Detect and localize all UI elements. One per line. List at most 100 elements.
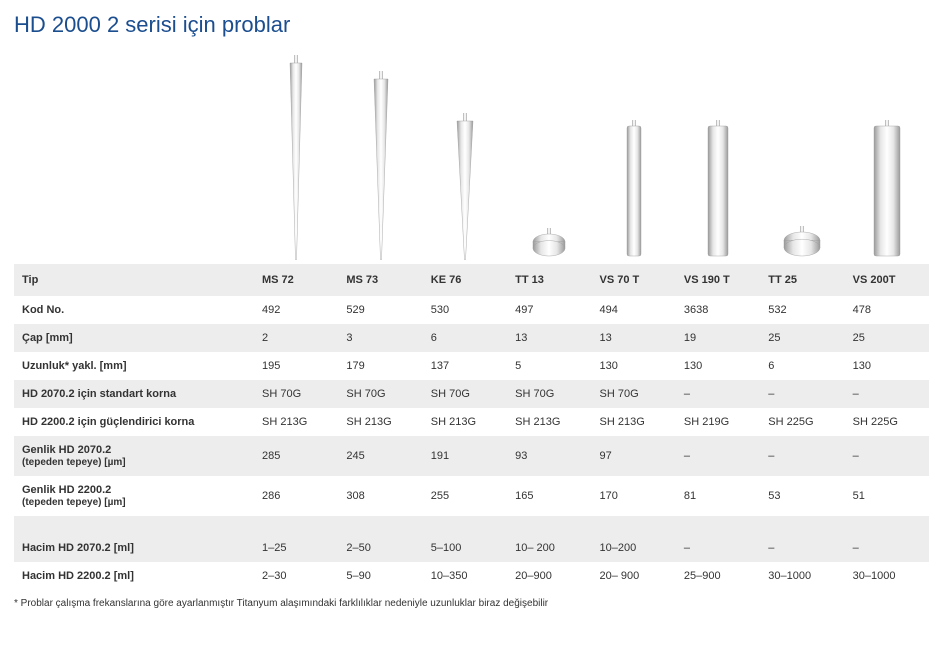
probe-image-cell bbox=[845, 50, 929, 260]
probe-rod-icon bbox=[871, 120, 903, 260]
probe-image-cell bbox=[423, 50, 507, 260]
row-label: Uzunluk* yakl. [mm] bbox=[14, 352, 254, 380]
probe-needle-icon bbox=[453, 113, 477, 260]
spec-cell: 245 bbox=[338, 436, 422, 476]
spec-cell: 25 bbox=[845, 324, 929, 352]
spec-cell: 137 bbox=[423, 352, 507, 380]
spec-cell: 1–25 bbox=[254, 516, 338, 562]
spec-cell: SH 213G bbox=[592, 408, 676, 436]
spec-cell: 130 bbox=[845, 352, 929, 380]
row-label: Genlik HD 2070.2(tepeden tepeye) [µm] bbox=[14, 436, 254, 476]
column-header: VS 190 T bbox=[676, 264, 760, 296]
probe-image-cell bbox=[338, 50, 422, 260]
spec-cell: 93 bbox=[507, 436, 591, 476]
row-label: HD 2200.2 için güçlendirici korna bbox=[14, 408, 254, 436]
probe-disc-icon bbox=[781, 226, 823, 260]
probe-image-cell bbox=[507, 50, 591, 260]
spec-cell: 494 bbox=[592, 296, 676, 324]
row-label-sub: (tepeden tepeye) [µm] bbox=[22, 457, 126, 468]
spec-cell: – bbox=[845, 516, 929, 562]
row-label: Kod No. bbox=[14, 296, 254, 324]
spec-cell: 2–50 bbox=[338, 516, 422, 562]
footnote: * Problar çalışma frekanslarına göre aya… bbox=[14, 598, 929, 609]
spec-cell: 165 bbox=[507, 476, 591, 516]
row-label: HD 2070.2 için standart korna bbox=[14, 380, 254, 408]
page-title: HD 2000 2 serisi için problar bbox=[14, 12, 929, 38]
spec-cell: SH 213G bbox=[423, 408, 507, 436]
probe-rod-icon bbox=[624, 120, 644, 260]
spec-cell: 6 bbox=[760, 352, 844, 380]
spec-cell: 10–350 bbox=[423, 562, 507, 590]
spec-cell: 97 bbox=[592, 436, 676, 476]
spec-cell: 5 bbox=[507, 352, 591, 380]
spec-cell: SH 219G bbox=[676, 408, 760, 436]
row-label-main: Genlik HD 2200.2 bbox=[22, 484, 111, 496]
spec-cell: 25 bbox=[760, 324, 844, 352]
spec-cell: – bbox=[845, 436, 929, 476]
row-label: Hacim HD 2070.2 [ml] bbox=[14, 516, 254, 562]
spec-cell: – bbox=[676, 516, 760, 562]
probe-disc-icon bbox=[530, 228, 568, 260]
spec-cell: 532 bbox=[760, 296, 844, 324]
spec-cell: 195 bbox=[254, 352, 338, 380]
row-label: Tip bbox=[14, 264, 254, 296]
spec-cell: SH 225G bbox=[760, 408, 844, 436]
spec-cell: – bbox=[676, 436, 760, 476]
spec-cell: 497 bbox=[507, 296, 591, 324]
row-label: Hacim HD 2200.2 [ml] bbox=[14, 562, 254, 590]
probe-image-cell bbox=[760, 50, 844, 260]
probe-image-cell bbox=[254, 50, 338, 260]
row-label: Çap [mm] bbox=[14, 324, 254, 352]
row-label-sub: (tepeden tepeye) [µm] bbox=[22, 497, 126, 508]
row-label: Genlik HD 2200.2(tepeden tepeye) [µm] bbox=[14, 476, 254, 516]
spec-cell: 81 bbox=[676, 476, 760, 516]
spec-cell: 529 bbox=[338, 296, 422, 324]
spec-cell: SH 213G bbox=[507, 408, 591, 436]
spec-cell: 10– 200 bbox=[507, 516, 591, 562]
spec-cell: 3638 bbox=[676, 296, 760, 324]
column-header: VS 200T bbox=[845, 264, 929, 296]
spec-cell: SH 70G bbox=[338, 380, 422, 408]
probe-rod-icon bbox=[705, 120, 731, 260]
spec-cell: 30–1000 bbox=[845, 562, 929, 590]
spec-cell: 170 bbox=[592, 476, 676, 516]
spec-cell: 2–30 bbox=[254, 562, 338, 590]
spec-cell: 19 bbox=[676, 324, 760, 352]
spec-cell: SH 213G bbox=[338, 408, 422, 436]
spec-cell: 6 bbox=[423, 324, 507, 352]
spec-cell: 308 bbox=[338, 476, 422, 516]
spec-cell: 25–900 bbox=[676, 562, 760, 590]
spec-cell: 13 bbox=[507, 324, 591, 352]
spec-cell: 255 bbox=[423, 476, 507, 516]
spec-table: TipMS 72MS 73KE 76TT 13VS 70 TVS 190 TTT… bbox=[14, 264, 929, 590]
probe-needle-icon bbox=[286, 55, 306, 260]
probe-image-cell bbox=[592, 50, 676, 260]
spec-cell: 179 bbox=[338, 352, 422, 380]
probe-image-cell bbox=[676, 50, 760, 260]
spec-cell: SH 70G bbox=[507, 380, 591, 408]
spec-cell: 286 bbox=[254, 476, 338, 516]
spec-cell: 530 bbox=[423, 296, 507, 324]
spec-cell: 20–900 bbox=[507, 562, 591, 590]
spec-cell: 3 bbox=[338, 324, 422, 352]
spec-cell: 53 bbox=[760, 476, 844, 516]
probe-image-row bbox=[14, 50, 929, 260]
spec-cell: 130 bbox=[676, 352, 760, 380]
probe-needle-icon bbox=[370, 71, 392, 260]
spec-cell: 10–200 bbox=[592, 516, 676, 562]
spec-cell: SH 70G bbox=[423, 380, 507, 408]
spec-cell: 2 bbox=[254, 324, 338, 352]
spec-cell: – bbox=[676, 380, 760, 408]
spec-cell: 51 bbox=[845, 476, 929, 516]
spec-cell: – bbox=[760, 380, 844, 408]
spec-cell: 130 bbox=[592, 352, 676, 380]
column-header: VS 70 T bbox=[592, 264, 676, 296]
spec-cell: 285 bbox=[254, 436, 338, 476]
column-header: MS 73 bbox=[338, 264, 422, 296]
column-header: MS 72 bbox=[254, 264, 338, 296]
row-label-main: Genlik HD 2070.2 bbox=[22, 444, 111, 456]
spec-cell: 5–90 bbox=[338, 562, 422, 590]
spec-cell: SH 213G bbox=[254, 408, 338, 436]
spec-cell: 191 bbox=[423, 436, 507, 476]
spec-cell: SH 225G bbox=[845, 408, 929, 436]
